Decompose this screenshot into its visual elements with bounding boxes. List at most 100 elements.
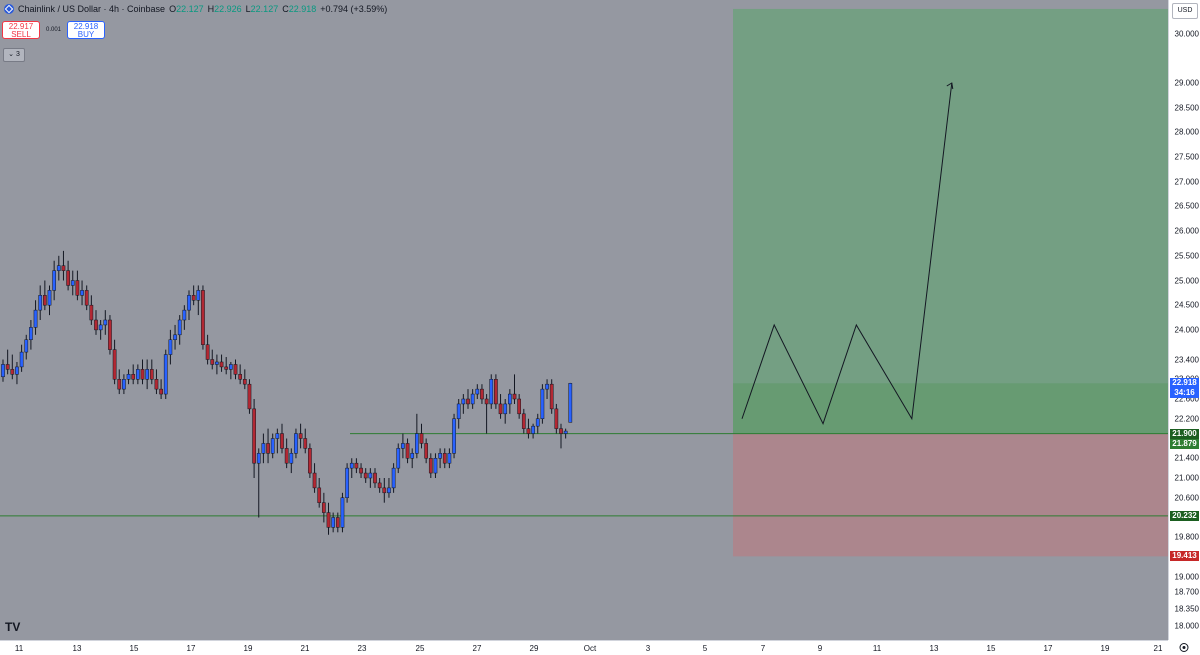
candle-body — [461, 398, 466, 405]
tradingview-logo-icon[interactable]: TV — [5, 620, 21, 634]
time-tick-label: 11 — [872, 644, 882, 653]
candle-body — [391, 467, 396, 489]
chainlink-logo-icon — [4, 4, 14, 14]
time-tick-label: Oct — [583, 644, 597, 653]
ohlc-low: L22.127 — [245, 4, 279, 14]
candle-body — [238, 374, 243, 380]
price-tick-label: 21.000 — [1174, 473, 1199, 483]
candle-body — [205, 344, 210, 360]
candle-body — [382, 487, 387, 494]
price-axis[interactable]: 30.000 29.000 28.500 28.000 27.500 27.000 26.5… — [1168, 0, 1200, 640]
candle-body — [452, 418, 456, 454]
candle-body — [303, 438, 308, 449]
time-tick-label: 9 — [817, 644, 823, 653]
candle-body — [517, 398, 521, 415]
candle-body — [210, 359, 215, 365]
time-tick-label: 25 — [415, 644, 425, 653]
projection-path — [741, 82, 953, 425]
candle-body — [159, 388, 163, 395]
price-tick-label: 27.500 — [1174, 152, 1199, 162]
buy-label: BUY — [77, 30, 95, 39]
price-tick-label: 28.000 — [1174, 127, 1199, 137]
chevron-down-icon: ⌄ — [8, 51, 14, 58]
candle-body — [521, 413, 526, 429]
chart-pane[interactable]: Chainlink / US Dollar · 4h · Coinbase O2… — [0, 0, 1168, 640]
candle-body — [442, 453, 447, 464]
entry-level-badge: 21.900 — [1170, 428, 1199, 439]
stop-level-badge: 19.413 — [1170, 551, 1199, 562]
candle-body — [80, 290, 84, 296]
candle-body — [75, 280, 80, 296]
time-axis[interactable]: 11 13 15 17 19 21 23 25 27 29 Oct 3 5 7 9 11 13 15 17 19 21 — [0, 640, 1168, 655]
price-tick-label: 23.400 — [1174, 355, 1199, 364]
candle-body — [294, 433, 298, 454]
sell-button[interactable]: 22.917 SELL — [2, 21, 40, 39]
candle-body — [466, 398, 470, 405]
candle-body — [182, 309, 187, 321]
price-tick-label: 25.500 — [1174, 251, 1199, 261]
candle-body — [201, 290, 205, 345]
time-tick-label: 19 — [1100, 644, 1110, 653]
candle-body — [377, 482, 382, 489]
candle-body — [163, 354, 168, 395]
time-tick-label: 29 — [529, 644, 539, 653]
candle-body — [428, 458, 433, 474]
candle-body — [494, 379, 498, 405]
candle-body — [326, 512, 331, 528]
price-tick-label: 28.500 — [1174, 103, 1199, 113]
buy-price: 22.918 — [73, 22, 99, 31]
candle-body — [84, 290, 89, 306]
candle-body — [15, 366, 19, 375]
candle-body — [177, 319, 182, 336]
symbol-legend: Chainlink / US Dollar · 4h · Coinbase O2… — [4, 4, 387, 14]
symbol-title[interactable]: Chainlink / US Dollar · 4h · Coinbase — [18, 4, 166, 14]
candle-body — [219, 361, 224, 368]
time-tick-label: 13 — [72, 644, 82, 653]
candle-body — [349, 462, 354, 469]
candle-body — [229, 364, 233, 370]
candle-body — [10, 369, 15, 375]
candle-body — [261, 443, 266, 454]
price-tick-label: 26.500 — [1174, 201, 1199, 211]
time-tick-label: 3 — [645, 644, 651, 653]
candle-body — [456, 403, 461, 419]
candle-body — [363, 472, 368, 479]
candle-body — [52, 270, 56, 291]
candle-body — [415, 433, 419, 454]
position-low-badge: 21.879 — [1170, 438, 1199, 449]
candle-body — [322, 502, 326, 513]
candle-body — [317, 487, 322, 503]
candle-body — [5, 364, 10, 370]
candle-body — [535, 418, 540, 427]
candle-body — [270, 438, 275, 454]
candle-body — [410, 453, 415, 459]
candle-body — [266, 443, 270, 454]
candle-body — [47, 290, 52, 306]
buy-button[interactable]: 22.918 BUY — [67, 21, 106, 39]
price-tick-label: 20.600 — [1174, 493, 1199, 503]
currency-select[interactable]: USD — [1172, 3, 1198, 19]
candle-body — [531, 425, 535, 434]
candle-body — [359, 467, 363, 474]
candle-body — [298, 433, 303, 439]
candle-body — [508, 393, 512, 405]
candle-body — [136, 369, 140, 380]
price-tick-label: 19.000 — [1174, 572, 1199, 582]
candle-body — [470, 393, 475, 405]
ohlc-high: H22.926 — [207, 4, 242, 14]
settings-gear-icon[interactable] — [1168, 640, 1200, 655]
sell-label: SELL — [11, 30, 31, 39]
candle-body — [549, 383, 554, 410]
candle-body — [475, 388, 480, 395]
candle-body — [433, 458, 438, 474]
time-tick-label: 15 — [129, 644, 139, 653]
candle-body — [498, 403, 503, 415]
indicators-toggle-button[interactable]: ⌄ 3 — [3, 48, 25, 62]
candle-body — [112, 349, 117, 380]
candle-body — [187, 295, 191, 311]
candle-body — [438, 453, 442, 459]
candle-body — [247, 383, 252, 410]
candle-body — [56, 265, 61, 271]
chart-canvas[interactable] — [0, 0, 1168, 640]
candle-body — [61, 265, 66, 271]
